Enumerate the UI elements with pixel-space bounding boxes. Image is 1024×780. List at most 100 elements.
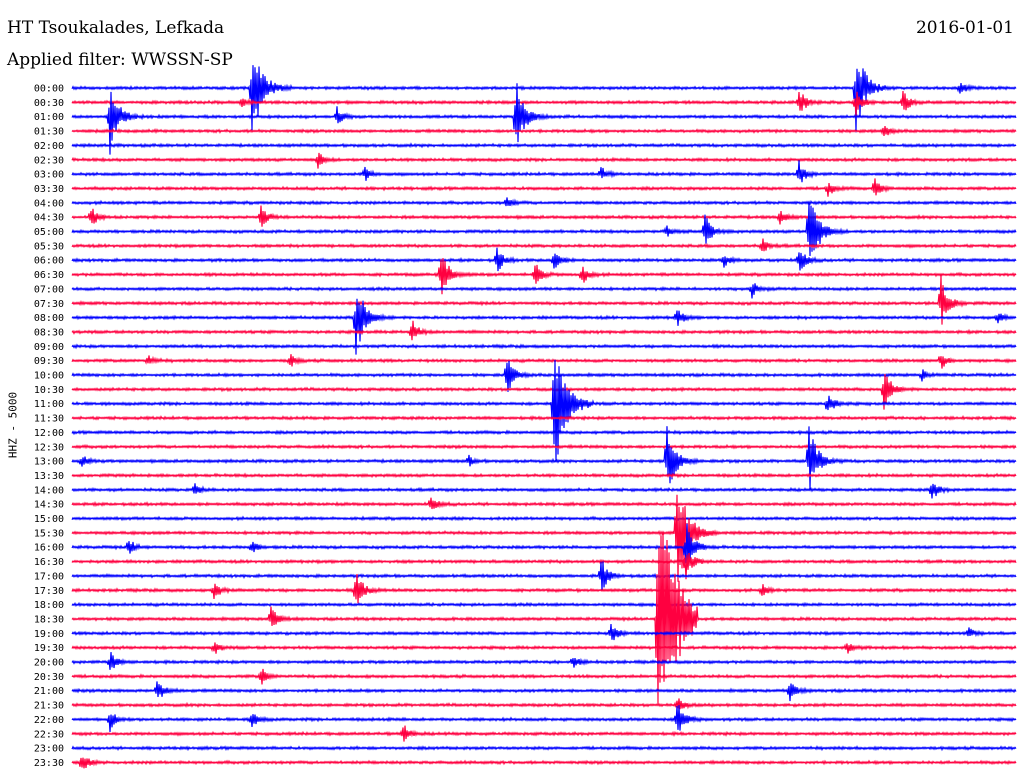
seismic-trace: [71, 360, 1017, 392]
seismic-trace: [71, 757, 1017, 769]
seismic-trace: [71, 126, 1017, 136]
seismic-trace: [71, 497, 1017, 510]
seismic-trace: [71, 257, 1017, 295]
seismic-trace: [71, 160, 1017, 183]
tick-label-group: 00:00 00:30 01:00 01:30 02:00 02:30 03:00 03:30…: [34, 84, 64, 769]
row-tick-label: 10:30: [34, 385, 64, 396]
seismic-trace: [71, 573, 1017, 604]
row-tick-label: 17:00: [34, 571, 64, 582]
seismic-trace: [71, 429, 1017, 436]
filter-label: Applied filter: WWSSN-SP: [7, 50, 233, 70]
row-tick-label: 13:30: [34, 471, 64, 482]
seismic-trace: [71, 238, 1017, 252]
seismic-trace: [71, 531, 1017, 704]
row-tick-label: 22:00: [34, 715, 64, 726]
date-label: 2016-01-01: [915, 18, 1014, 38]
row-tick-label: 17:30: [34, 586, 64, 597]
seismic-trace: [71, 247, 1017, 272]
seismic-trace: [71, 483, 1017, 499]
row-tick-label: 21:30: [34, 701, 64, 712]
seismic-trace: [71, 443, 1017, 450]
row-tick-label: 14:30: [34, 500, 64, 511]
seismic-trace: [71, 298, 1017, 355]
row-tick-label: 05:00: [34, 227, 64, 238]
row-tick-label: 15:00: [34, 514, 64, 525]
seismic-trace: [71, 197, 1017, 207]
row-tick-label: 04:30: [34, 213, 64, 224]
seismic-trace: [71, 698, 1017, 710]
row-tick-label: 08:00: [34, 313, 64, 324]
row-tick-label: 20:30: [34, 672, 64, 683]
row-tick-label: 02:00: [34, 141, 64, 152]
row-tick-label: 19:00: [34, 629, 64, 640]
seismic-trace: [71, 283, 1017, 299]
row-tick-label: 16:30: [34, 557, 64, 568]
seismic-trace: [71, 320, 1017, 341]
row-tick-label: 12:30: [34, 442, 64, 453]
row-tick-label: 14:00: [34, 485, 64, 496]
row-tick-label: 05:30: [34, 241, 64, 252]
seismic-trace: [71, 354, 1017, 369]
seismic-trace: [71, 668, 1017, 685]
seismic-trace: [71, 343, 1017, 350]
seismic-trace: [71, 523, 1017, 568]
row-tick-label: 09:00: [34, 342, 64, 353]
row-tick-label: 01:30: [34, 127, 64, 138]
seismic-trace: [71, 725, 1017, 742]
seismic-trace: [71, 414, 1017, 422]
row-tick-label: 00:30: [34, 98, 64, 109]
row-tick-label: 20:00: [34, 658, 64, 669]
row-tick-label: 07:30: [34, 299, 64, 310]
seismic-trace: [71, 65, 1017, 133]
row-tick-label: 03:30: [34, 184, 64, 195]
trace-group: [71, 65, 1017, 769]
seismic-trace: [71, 561, 1017, 591]
row-tick-label: 16:00: [34, 543, 64, 554]
row-tick-label: 23:00: [34, 744, 64, 755]
seismic-trace: [71, 745, 1017, 752]
row-tick-label: 02:30: [34, 155, 64, 166]
row-tick-label: 03:00: [34, 170, 64, 181]
row-tick-label: 10:00: [34, 371, 64, 382]
seismic-trace: [71, 624, 1017, 641]
row-tick-label: 21:00: [34, 686, 64, 697]
seismic-trace: [71, 426, 1017, 490]
seismic-trace: [71, 681, 1017, 702]
seismic-trace: [71, 205, 1017, 227]
row-tick-label: 19:30: [34, 643, 64, 654]
seismic-trace: [71, 142, 1017, 149]
row-tick-label: 08:30: [34, 327, 64, 338]
seismic-trace: [71, 373, 1017, 410]
seismic-trace: [71, 83, 1017, 155]
row-tick-label: 07:00: [34, 284, 64, 295]
row-tick-label: 23:30: [34, 758, 64, 769]
seismic-trace: [71, 152, 1017, 169]
row-tick-label: 01:00: [34, 112, 64, 123]
seismic-trace: [71, 515, 1017, 522]
seismic-trace: [71, 359, 1017, 463]
seismic-trace: [71, 642, 1017, 654]
row-tick-label: 06:30: [34, 270, 64, 281]
seismic-trace: [71, 652, 1017, 670]
seismic-trace: [71, 90, 1017, 117]
seismic-trace: [71, 601, 1017, 608]
seismic-trace: [71, 275, 1017, 325]
row-tick-label: 11:30: [34, 414, 64, 425]
row-tick-label: 06:00: [34, 256, 64, 267]
row-tick-label: 04:00: [34, 198, 64, 209]
seismic-trace: [71, 178, 1017, 197]
row-tick-label: 13:00: [34, 457, 64, 468]
seismic-trace: [71, 705, 1017, 733]
row-tick-label: 09:30: [34, 356, 64, 367]
row-tick-label: 11:00: [34, 399, 64, 410]
row-tick-label: 15:30: [34, 528, 64, 539]
seismic-trace: [71, 201, 1017, 257]
seismic-trace: [71, 552, 1017, 580]
row-tick-label: 18:00: [34, 600, 64, 611]
seismic-trace: [71, 472, 1017, 479]
row-tick-label: 18:30: [34, 614, 64, 625]
station-title: HT Tsoukalades, Lefkada: [7, 18, 225, 38]
seismic-trace: [71, 494, 1017, 582]
row-tick-label: 12:00: [34, 428, 64, 439]
